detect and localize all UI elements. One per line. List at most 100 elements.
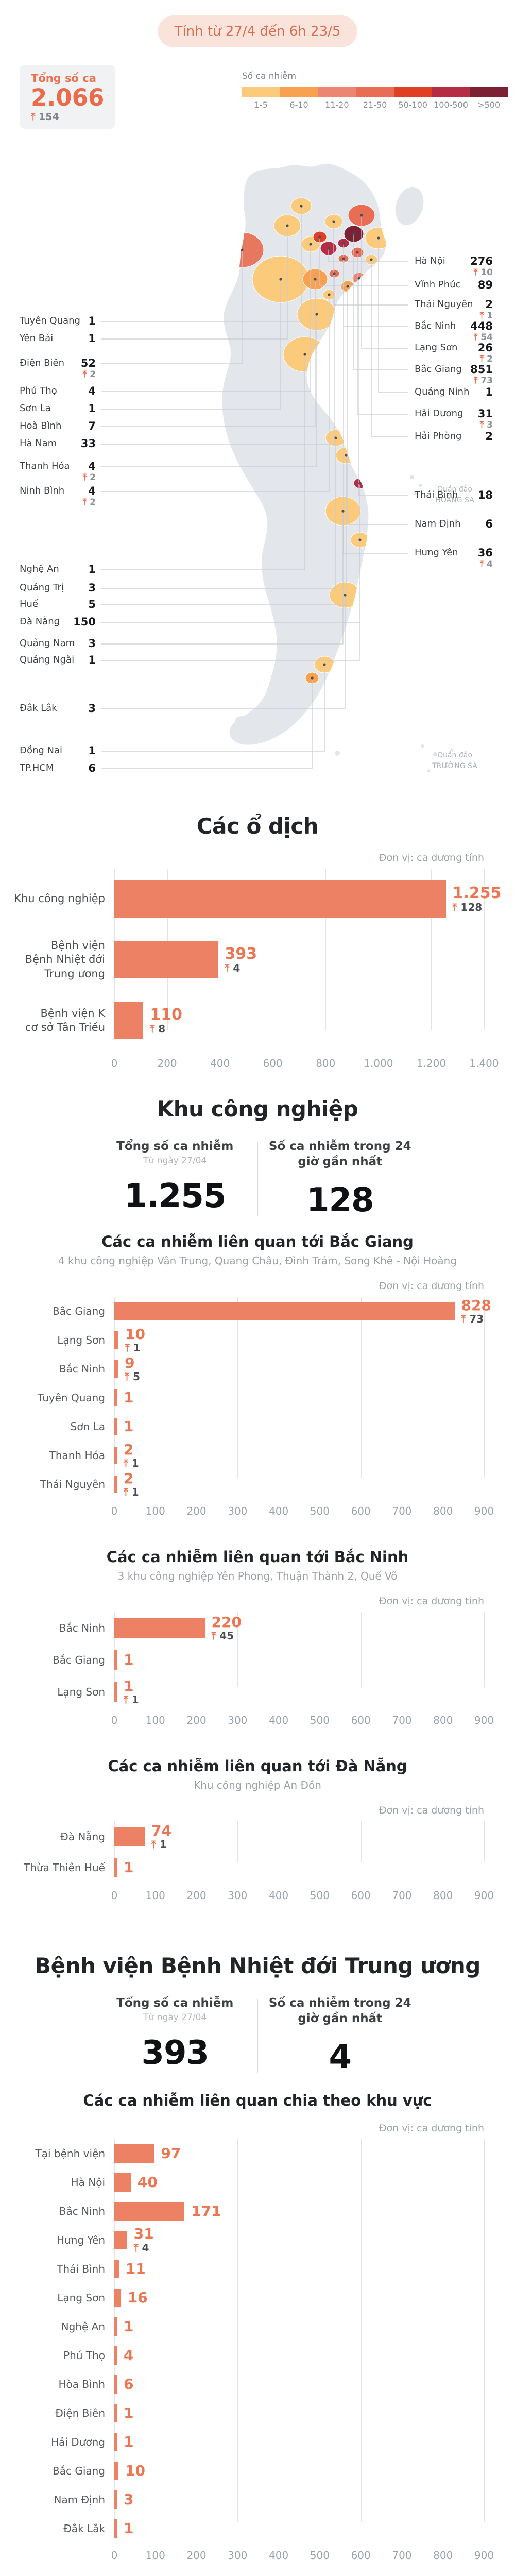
bacninh-chart: Các ca nhiễm liên quan tới Bắc Ninh 3 khu… [0, 1548, 515, 1728]
bar-row: Thái Nguyên 2 ⤒ 1 [0, 1470, 515, 1499]
stat-recent: Số ca nhiễm trong 24 giờ gần nhất 128 [258, 1139, 423, 1219]
province-name: Vĩnh Phúc [415, 279, 461, 290]
province-count: 3 [88, 582, 96, 594]
chart-title: Các ca nhiễm liên quan chia theo khu vực [83, 2091, 432, 2109]
legend-color-ramp [242, 87, 508, 97]
bar-row: Sơn La 1 [0, 1412, 515, 1441]
bar [114, 1002, 144, 1039]
province-count: 5 [88, 598, 96, 611]
chart-title: Các ca nhiễm liên quan tới Bắc Ninh [106, 1548, 409, 1566]
legend-bucket-labels: 1-5 6-10 11-20 21-50 50-100 100-500 >500 [242, 100, 508, 110]
industrial-zone-section: Khu công nghiệp Tổng số ca nhiễm Từ ngày… [0, 1096, 515, 1904]
province-delta: ⤒ 54 [473, 332, 493, 343]
province-row: Huế 5 [20, 598, 96, 611]
bar-value: 1 [124, 1651, 134, 1669]
legend-swatch [318, 87, 356, 97]
bar [114, 2288, 121, 2307]
province-row: Lạng Sơn 26 ⤒ 2 [415, 342, 493, 364]
bar-label: Bắc Ninh [59, 1621, 105, 1634]
chart-title: Các ca nhiễm liên quan tới Đà Nẵng [108, 1757, 407, 1775]
phu-quoc-island [235, 716, 249, 726]
province-name: Bắc Giang [415, 364, 462, 375]
bar-label: Lạng Sơn [57, 1685, 105, 1698]
bar-value-block: 1 [124, 1651, 134, 1669]
bar-label: Nam Định [54, 2493, 105, 2506]
axis-tick-label: 200 [186, 1889, 207, 1902]
bar-value: 1 [124, 1389, 134, 1406]
bar-label: Nghệ An [61, 2320, 105, 2333]
bar-value-block: 1 ⤒ 1 [124, 1678, 139, 1705]
stat-recent-value: 128 [306, 1181, 374, 1219]
stat-recent: Số ca nhiễm trong 24 giờ gần nhất 4 [258, 1996, 423, 2076]
bar-value-block: 10 [125, 2463, 145, 2478]
province-count: 3 [88, 702, 96, 715]
province-count: 276 ⤒ 10 [470, 255, 493, 278]
province-row: Thái Nguyên 2 ⤒ 1 [415, 298, 493, 321]
header: Tính từ 27/4 đến 6h 23/5 Tổng số ca 2.06… [0, 0, 515, 129]
bar [114, 2144, 154, 2163]
axis-tick-label: 100 [145, 1504, 165, 1517]
province-count: 4 [88, 385, 96, 397]
bar-value: 1.255 [452, 884, 502, 902]
bar-value-block: 220 ⤒ 45 [212, 1614, 242, 1641]
chart-unit-note: Đơn vị: ca dương tính [379, 1804, 484, 1816]
bar-value-block: 828 ⤒ 73 [461, 1297, 491, 1325]
bar-label: Bắc Ninh [59, 2205, 105, 2217]
province-name: Nghệ An [20, 564, 59, 574]
bar-label: Lạng Sơn [57, 1333, 105, 1346]
bar-value: 393 [225, 944, 258, 963]
bar-value-block: 40 [137, 2173, 158, 2191]
total-cases-card: Tổng số ca 2.066 ⤒ 154 [20, 65, 116, 129]
bar [114, 2461, 118, 2480]
province-row: Quảng Ngãi 1 [20, 654, 96, 666]
bar-label: Hà Nội [71, 2176, 105, 2189]
ntd-hospital-section: Bệnh viện Bệnh Nhiệt đới Trung ương Tổng… [0, 1953, 515, 2564]
bar-row: Thái Bình 11 [0, 2255, 515, 2283]
axis-tick-label: 700 [392, 1504, 412, 1517]
axis-tick-label: 400 [269, 1889, 289, 1902]
bar-delta: ⤒ 128 [452, 901, 483, 914]
bar-row: Nam Định 3 [0, 2485, 515, 2514]
bar-row: Bắc Giang 10 [0, 2456, 515, 2485]
legend-swatch [393, 87, 432, 97]
axis-tick-label: 800 [433, 2549, 453, 2562]
bar-row: Điện Biên 1 [0, 2399, 515, 2428]
bar-value-block: 2 ⤒ 1 [124, 1442, 139, 1469]
province-count: 150 [73, 616, 96, 628]
legend-swatch [432, 87, 470, 97]
province-row: Đắk Lắk 3 [20, 702, 96, 715]
bar [114, 1617, 205, 1638]
bar-label: Điện Biên [55, 2406, 105, 2419]
bar-value-block: 110 ⤒ 8 [150, 1007, 182, 1035]
province-name: TP.HCM [20, 762, 54, 773]
province-delta: ⤒ 73 [473, 376, 493, 386]
bar-value-block: 9 ⤒ 5 [125, 1355, 140, 1382]
axis-tick-label: 700 [392, 2549, 412, 2562]
province-name: Quảng Trị [20, 582, 64, 593]
bar-value: 40 [137, 2173, 158, 2191]
danang-chart: Các ca nhiễm liên quan tới Đà Nẵng Khu cô… [0, 1757, 515, 1904]
total-cases-value: 2.066 [31, 84, 105, 111]
bar-value-block: 1.255 ⤒ 128 [453, 885, 502, 913]
bar-value-block: 1 [124, 1419, 133, 1434]
bar [114, 1857, 117, 1877]
bar-row: Lạng Sơn 1 ⤒ 1 [0, 1676, 515, 1708]
bacgiang-chart: Các ca nhiễm liên quan tới Bắc Giang 4 kh… [0, 1233, 515, 1519]
bar-label: Khu công nghiệp [14, 892, 105, 905]
province-name: Bắc Ninh [415, 320, 456, 331]
bar-label: Hải Dương [51, 2435, 105, 2448]
province-row: Hải Phòng 2 [415, 430, 493, 443]
chart-x-axis: 0 100 200 300 400 500 600 700 800 900 [111, 1883, 494, 1904]
province-row: Hải Dương 31 ⤒ 3 [415, 408, 493, 430]
province-row: Hà Nam 33 [20, 437, 96, 450]
axis-tick-label: 0 [111, 1889, 118, 1902]
bar-row: Hòa Bình 6 [0, 2370, 515, 2399]
bar-value-block: 6 [124, 2376, 133, 2392]
province-count: 3 [88, 637, 96, 650]
bar [114, 1446, 117, 1464]
bar-value-block: 3 [124, 2492, 133, 2507]
stat-total-label: Tổng số ca nhiễm [116, 1140, 234, 1153]
bar-row: Thừa Thiên Huế 1 [0, 1852, 515, 1883]
province-count: 1 [88, 744, 96, 757]
bar [114, 2432, 117, 2451]
